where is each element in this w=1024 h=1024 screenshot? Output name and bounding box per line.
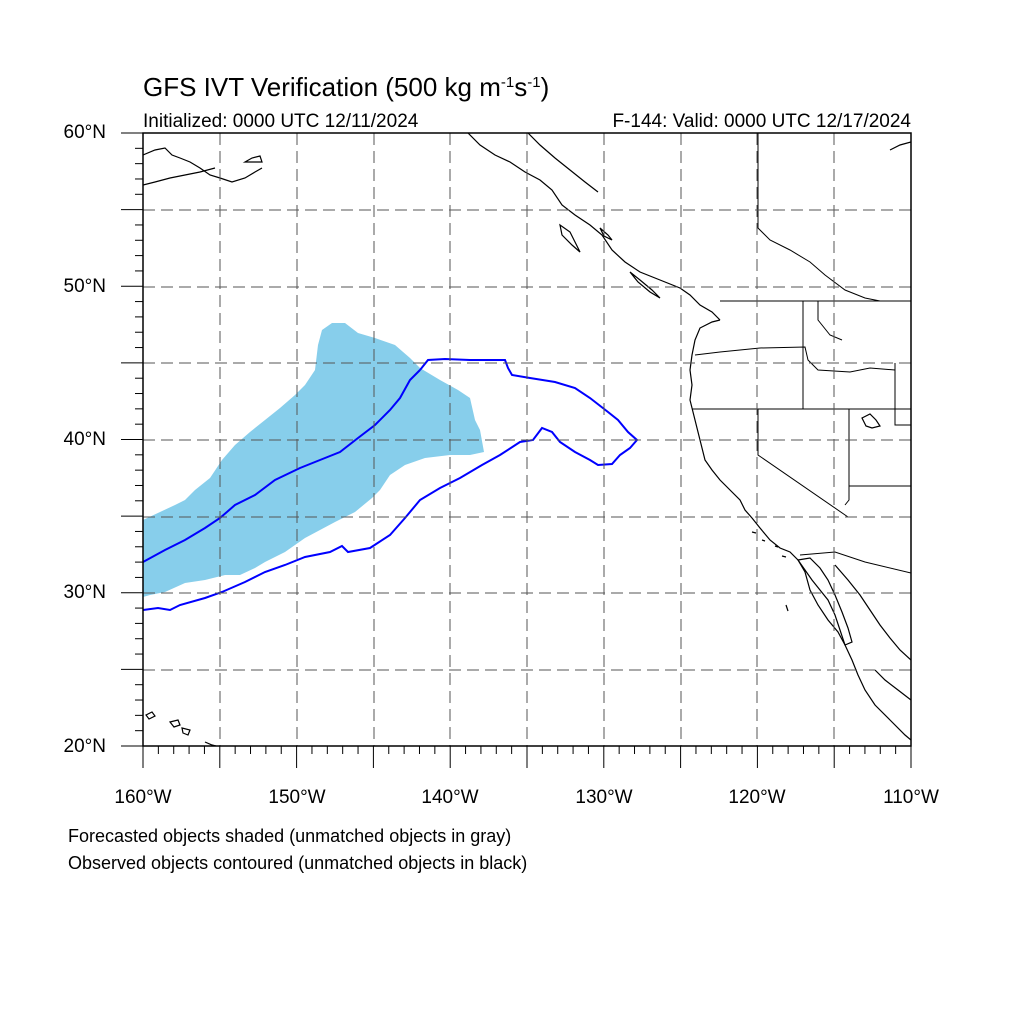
lon-label-150w: 150°W (268, 787, 326, 808)
lat-label-60n: 60°N (63, 122, 106, 143)
forecast-object (143, 323, 484, 597)
lon-label-120w: 120°W (728, 787, 786, 808)
lat-label-50n: 50°N (63, 276, 106, 297)
lon-label-160w: 160°W (114, 787, 172, 808)
lon-label-130w: 130°W (575, 787, 633, 808)
tick-marks (121, 132, 912, 768)
lat-label-40n: 40°N (63, 429, 106, 450)
lon-label-110w: 110°W (883, 787, 939, 808)
map-title: GFS IVT Verification (500 kg m-1s-1) (143, 72, 550, 102)
footnote-observed: Observed objects contoured (unmatched ob… (68, 853, 528, 873)
state-borders (692, 133, 911, 574)
coastlines (143, 133, 911, 746)
lon-label-140w: 140°W (421, 787, 479, 808)
graticule (143, 133, 911, 746)
lat-label-20n: 20°N (63, 736, 106, 757)
observed-contour-inner (143, 369, 421, 563)
initialized-time: Initialized: 0000 UTC 12/11/2024 (143, 111, 419, 132)
footnote-forecast: Forecasted objects shaded (unmatched obj… (68, 826, 512, 846)
valid-time: F-144: Valid: 0000 UTC 12/17/2024 (612, 111, 911, 132)
lat-label-30n: 30°N (63, 582, 106, 603)
